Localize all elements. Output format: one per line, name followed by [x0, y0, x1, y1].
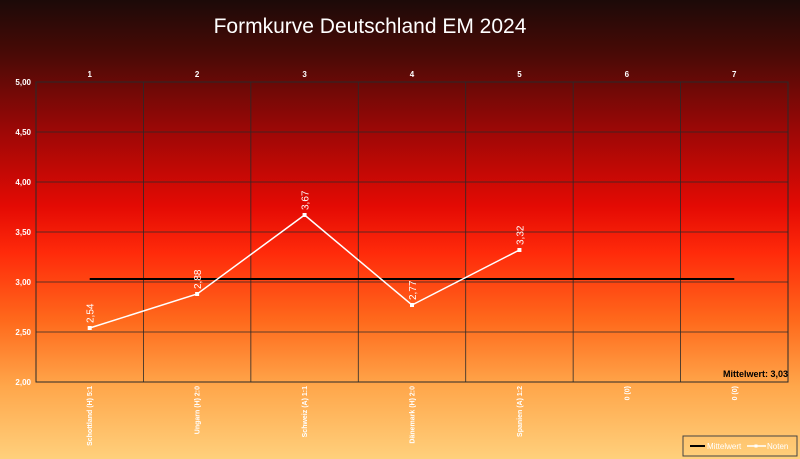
- x-category-label: Schweiz (A) 1:1: [302, 386, 309, 437]
- x-top-ticks: 1 2 3 4 5 6 7: [87, 70, 737, 79]
- data-label: 3,32: [515, 225, 526, 245]
- legend-notes-label: Noten: [767, 442, 788, 451]
- x-top-tick-label: 6: [625, 70, 630, 79]
- notes-point: [195, 292, 200, 296]
- x-top-tick-label: 5: [517, 70, 522, 79]
- legend-notes-marker: [754, 444, 758, 448]
- y-tick-label: 2,50: [15, 328, 31, 337]
- legend-box: [682, 435, 798, 457]
- x-top-tick-label: 4: [410, 70, 415, 79]
- notes-point: [410, 303, 414, 307]
- data-label: 2,54: [86, 303, 97, 323]
- x-category-label: Schottland (H) 5:1: [87, 386, 94, 446]
- x-category-labels: Schottland (H) 5:1 Ungarn (H) 2:0 Schweiz …: [87, 386, 739, 446]
- x-category-label: Spanien (A) 1:2: [517, 386, 524, 437]
- grid: [35, 81, 789, 383]
- x-top-tick-label: 2: [195, 70, 200, 79]
- y-tick-label: 3,50: [15, 228, 31, 237]
- x-top-tick-label: 7: [732, 70, 737, 79]
- x-category-label: Ungarn (H) 2:0: [195, 386, 202, 434]
- x-top-tick-label: 3: [302, 70, 307, 79]
- y-tick-label: 4,50: [15, 128, 31, 137]
- legend: Mittelwert Noten: [682, 435, 798, 457]
- x-category-label: Dänemark (H) 2:0: [410, 386, 417, 444]
- y-tick-label: 4,00: [15, 178, 31, 187]
- legend-mean-label: Mittelwert: [707, 442, 742, 451]
- notes-series: 2,54 2,88 3,67 2,77 3,32: [86, 190, 526, 330]
- notes-point: [302, 213, 307, 217]
- y-tick-label: 2,00: [15, 378, 31, 387]
- data-label: 3,67: [301, 190, 312, 210]
- y-tick-label: 3,00: [15, 278, 31, 287]
- y-tick-label: 5,00: [15, 78, 31, 87]
- x-category-label: 0 (0): [732, 386, 739, 400]
- y-axis-ticks: 2,00 2,50 3,00 3,50 4,00 4,50 5,00: [15, 78, 31, 387]
- x-top-tick-label: 1: [87, 70, 92, 79]
- data-label: 2,88: [193, 269, 204, 289]
- data-label: 2,77: [408, 280, 419, 300]
- notes-point: [87, 326, 92, 330]
- notes-point: [517, 248, 522, 252]
- chart-title: Formkurve Deutschland EM 2024: [214, 15, 527, 38]
- x-category-label: 0 (0): [624, 386, 631, 400]
- mean-annotation: Mittelwert: 3,03: [723, 369, 788, 379]
